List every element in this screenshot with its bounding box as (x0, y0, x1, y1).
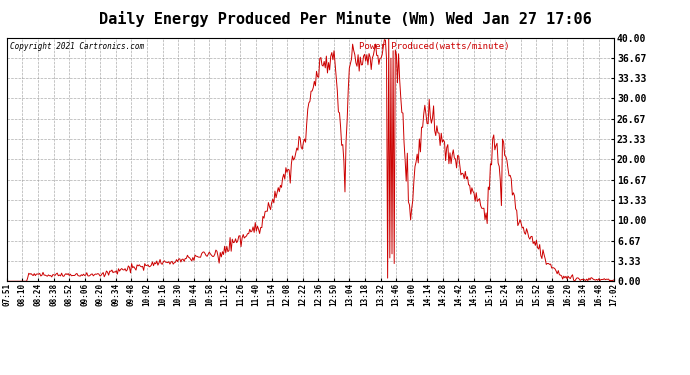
Text: Copyright 2021 Cartronics.com: Copyright 2021 Cartronics.com (10, 42, 144, 51)
Text: Power Produced(watts/minute): Power Produced(watts/minute) (359, 42, 510, 51)
Text: Daily Energy Produced Per Minute (Wm) Wed Jan 27 17:06: Daily Energy Produced Per Minute (Wm) We… (99, 11, 591, 27)
